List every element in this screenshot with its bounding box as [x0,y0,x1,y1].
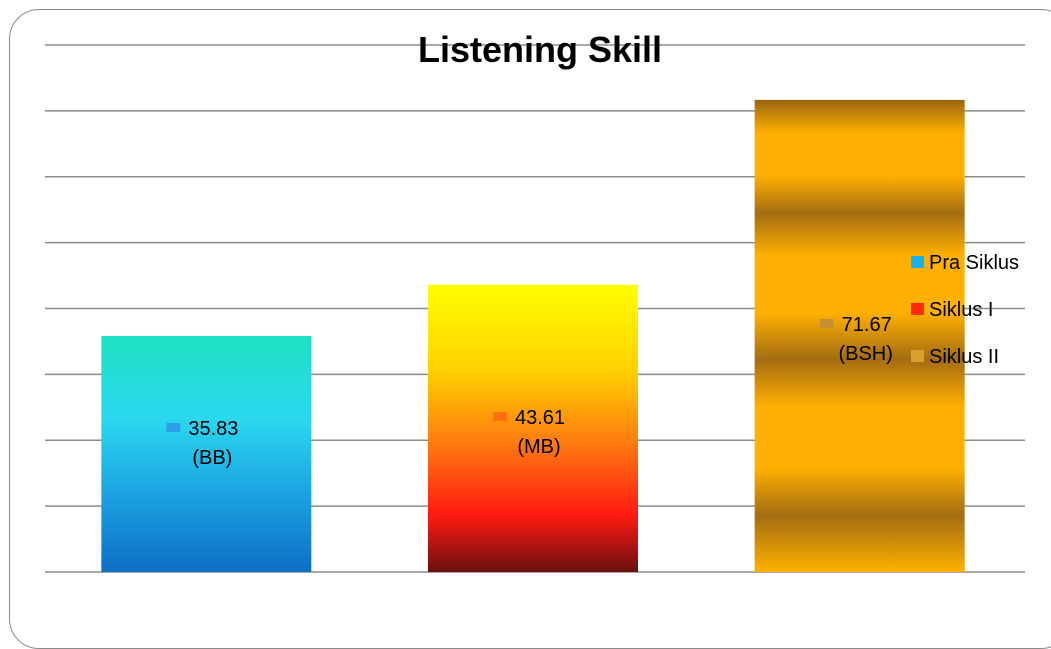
data-label-category: (BSH) [838,343,892,365]
data-label-category: (BB) [192,447,232,469]
chart-title: Listening Skill [418,29,662,70]
bar-siklus-i [428,284,638,572]
legend-swatch [911,303,924,315]
legend-swatch [911,350,924,362]
data-label-marker [166,423,181,432]
data-label-marker [819,319,834,328]
data-label-value: 43.61 [515,407,565,429]
legend-entry: Pra Siklus [929,252,1019,274]
bar-chart: 35.83 (BB) 43.61 (MB) 71.67 (BSH) Pra Siklus S… [45,29,1025,573]
bars [101,99,965,573]
data-label-value: 71.67 [842,314,892,336]
bar-siklus-ii [754,99,965,573]
legend-swatch [911,256,924,268]
legend-entry: Siklus I [929,299,993,321]
legend-entry: Siklus II [929,346,999,368]
legend: Pra Siklus Siklus I Siklus II [911,252,1019,368]
data-labels: 35.83 (BB) 43.61 (MB) 71.67 (BSH) [166,314,893,469]
data-label-value: 35.83 [188,418,238,440]
data-label-category: (MB) [517,436,560,458]
data-label-marker [493,412,507,421]
bar-pra-siklus [101,335,312,572]
